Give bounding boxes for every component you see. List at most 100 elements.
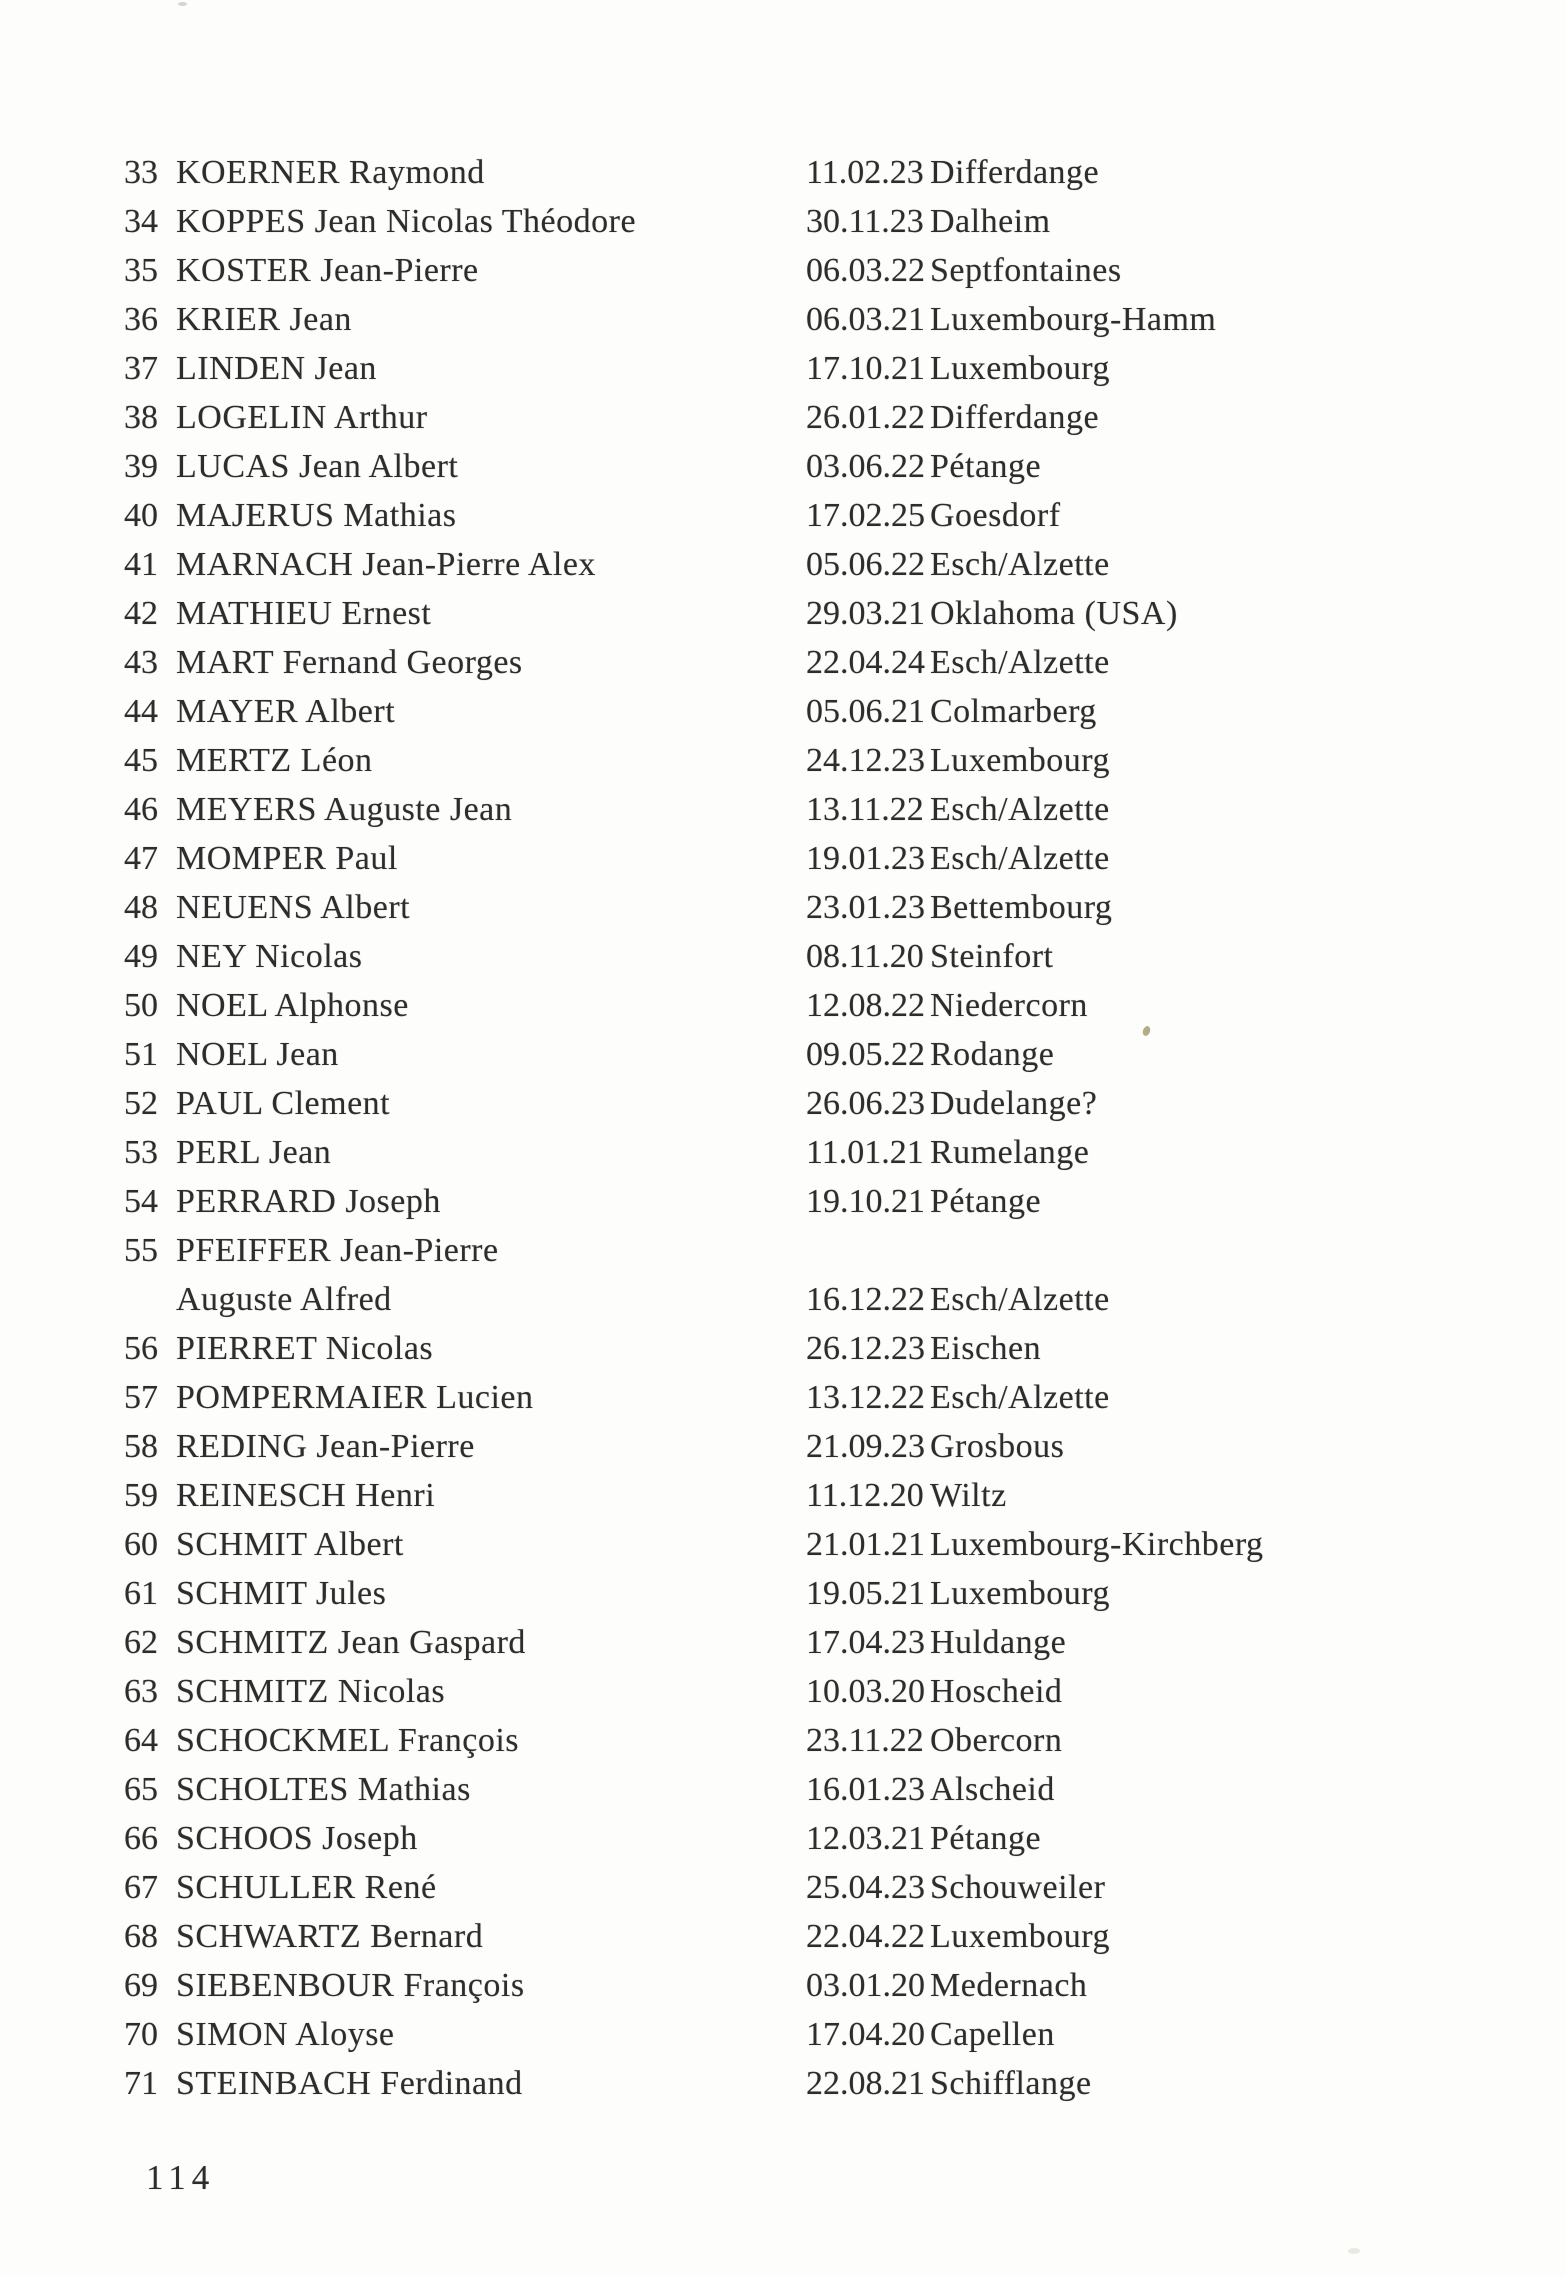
row-date: 30.11.23: [806, 203, 924, 240]
row-number: 53: [124, 1134, 158, 1171]
row-number: 66: [124, 1820, 158, 1857]
row-number: 44: [124, 693, 158, 730]
row-name: SCHMITZ Jean Gaspard: [176, 1624, 526, 1661]
row-number: 45: [124, 742, 158, 779]
row-name: KOPPES Jean Nicolas Théodore: [176, 203, 637, 240]
list-row: 70 SIMON Aloyse 17.04.20 Capellen: [0, 2010, 1566, 2059]
row-date: 23.01.23: [806, 889, 925, 926]
row-date: 09.05.22: [806, 1036, 925, 1073]
row-name: SCHULLER René: [176, 1869, 437, 1906]
row-date: 11.02.23: [806, 154, 924, 191]
list-row: 67 SCHULLER René 25.04.23 Schouweiler: [0, 1863, 1566, 1912]
row-place: Alscheid: [930, 1771, 1055, 1808]
row-date: 11.01.21: [806, 1134, 924, 1171]
row-number: 58: [124, 1428, 158, 1465]
row-place: Wiltz: [930, 1477, 1007, 1514]
row-name: SIMON Aloyse: [176, 2016, 395, 2053]
row-place: Esch/Alzette: [930, 1281, 1110, 1318]
row-name: LOGELIN Arthur: [176, 399, 428, 436]
row-date: 24.12.23: [806, 742, 925, 779]
row-date: 22.04.22: [806, 1918, 925, 1955]
row-name: MART Fernand Georges: [176, 644, 523, 681]
row-name: STEINBACH Ferdinand: [176, 2065, 523, 2102]
row-name: NOEL Alphonse: [176, 987, 409, 1024]
list-row: 34 KOPPES Jean Nicolas Théodore 30.11.23…: [0, 197, 1566, 246]
row-place: Niedercorn: [930, 987, 1088, 1024]
row-date: 25.04.23: [806, 1869, 925, 1906]
row-name: MATHIEU Ernest: [176, 595, 432, 632]
row-place: Hoscheid: [930, 1673, 1063, 1710]
row-date: 10.03.20: [806, 1673, 925, 1710]
row-number: 52: [124, 1085, 158, 1122]
row-number: 59: [124, 1477, 158, 1514]
row-place: Differdange: [930, 399, 1100, 436]
list-row: 71 STEINBACH Ferdinand 22.08.21 Schiffla…: [0, 2059, 1566, 2108]
row-name: NOEL Jean: [176, 1036, 339, 1073]
row-place: Medernach: [930, 1967, 1088, 2004]
row-place: Steinfort: [930, 938, 1054, 975]
row-number: 50: [124, 987, 158, 1024]
row-place: Pétange: [930, 1820, 1042, 1857]
row-date: 26.01.22: [806, 399, 925, 436]
row-name: MARNACH Jean-Pierre Alex: [176, 546, 596, 583]
row-place: Luxembourg: [930, 742, 1111, 779]
row-name: MERTZ Léon: [176, 742, 373, 779]
list-row: 66 SCHOOS Joseph 12.03.21 Pétange: [0, 1814, 1566, 1863]
row-date: 05.06.21: [806, 693, 925, 730]
row-date: 16.01.23: [806, 1771, 925, 1808]
row-place: Esch/Alzette: [930, 1379, 1110, 1416]
row-number: 39: [124, 448, 158, 485]
row-number: 56: [124, 1330, 158, 1367]
row-place: Rumelange: [930, 1134, 1090, 1171]
row-place: Dudelange?: [930, 1085, 1098, 1122]
row-name: REDING Jean-Pierre: [176, 1428, 475, 1465]
row-date: 06.03.22: [806, 252, 925, 289]
row-number: 69: [124, 1967, 158, 2004]
row-name: LINDEN Jean: [176, 350, 377, 387]
page-number: 114: [146, 2158, 216, 2197]
row-date: 05.06.22: [806, 546, 925, 583]
list-row: 64 SCHOCKMEL François 23.11.22 Obercorn: [0, 1716, 1566, 1765]
row-name: Auguste Alfred: [176, 1281, 392, 1318]
row-date: 17.04.23: [806, 1624, 925, 1661]
row-number: 68: [124, 1918, 158, 1955]
row-date: 21.09.23: [806, 1428, 925, 1465]
row-number: 64: [124, 1722, 158, 1759]
list-row: 46 MEYERS Auguste Jean 13.11.22 Esch/Alz…: [0, 785, 1566, 834]
row-place: Goesdorf: [930, 497, 1061, 534]
row-number: 47: [124, 840, 158, 877]
row-name: SCHWARTZ Bernard: [176, 1918, 484, 1955]
row-date: 03.06.22: [806, 448, 925, 485]
list-row: 45 MERTZ Léon 24.12.23 Luxembourg: [0, 736, 1566, 785]
row-name: SCHOCKMEL François: [176, 1722, 520, 1759]
list-row: 58 REDING Jean-Pierre 21.09.23 Grosbous: [0, 1422, 1566, 1471]
row-name: SCHMIT Jules: [176, 1575, 387, 1612]
row-number: 41: [124, 546, 158, 583]
row-date: 08.11.20: [806, 938, 924, 975]
list-row: 48 NEUENS Albert 23.01.23 Bettembourg: [0, 883, 1566, 932]
list-row: 38 LOGELIN Arthur 26.01.22 Differdange: [0, 393, 1566, 442]
row-place: Schouweiler: [930, 1869, 1106, 1906]
entry-list: 33 KOERNER Raymond 11.02.23 Differdange …: [0, 148, 1566, 2108]
row-number: 51: [124, 1036, 158, 1073]
list-row: 37 LINDEN Jean 17.10.21 Luxembourg: [0, 344, 1566, 393]
row-number: 70: [124, 2016, 158, 2053]
row-date: 17.10.21: [806, 350, 925, 387]
row-place: Luxembourg-Kirchberg: [930, 1526, 1264, 1563]
row-name: MOMPER Paul: [176, 840, 398, 877]
row-place: Colmarberg: [930, 693, 1097, 730]
list-row: 55 PFEIFFER Jean-Pierre: [0, 1226, 1566, 1275]
list-row: 41 MARNACH Jean-Pierre Alex 05.06.22 Esc…: [0, 540, 1566, 589]
row-number: 35: [124, 252, 158, 289]
row-place: Esch/Alzette: [930, 791, 1110, 828]
row-name: POMPERMAIER Lucien: [176, 1379, 534, 1416]
list-row: 39 LUCAS Jean Albert 03.06.22 Pétange: [0, 442, 1566, 491]
list-row: 43 MART Fernand Georges 22.04.24 Esch/Al…: [0, 638, 1566, 687]
row-place: Differdange: [930, 154, 1100, 191]
row-date: 06.03.21: [806, 301, 925, 338]
row-name: SCHOOS Joseph: [176, 1820, 418, 1857]
row-number: 34: [124, 203, 158, 240]
row-date: 12.03.21: [806, 1820, 925, 1857]
row-place: Rodange: [930, 1036, 1055, 1073]
row-place: Capellen: [930, 2016, 1055, 2053]
